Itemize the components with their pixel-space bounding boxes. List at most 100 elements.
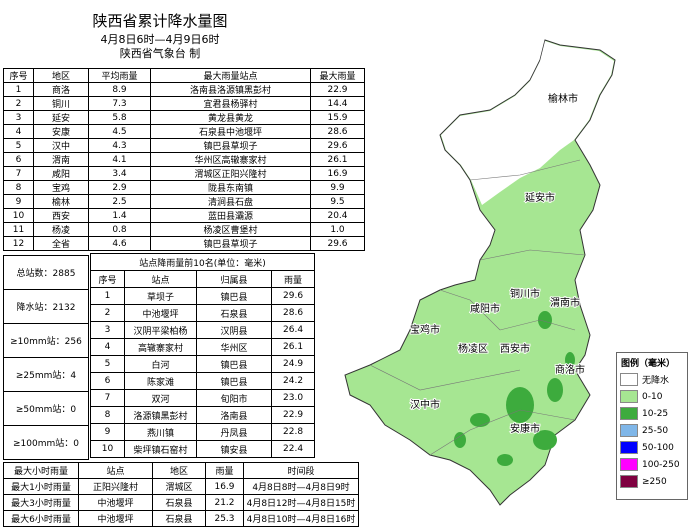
cell: 渭城区: [152, 478, 206, 495]
cell: 咸阳: [33, 166, 89, 181]
legend-swatch: [620, 373, 638, 386]
header-row: 序号 地区 平均雨量 最大雨量站点 最大雨量: [3, 68, 365, 83]
cell: 石泉县中池堰坪: [150, 124, 311, 139]
cell: 23.0: [270, 389, 316, 407]
data-row: 9 燕川镇 丹凤县 22.8: [90, 423, 316, 441]
cell: 中池堰坪: [124, 304, 197, 322]
cell: 2.5: [88, 194, 151, 209]
data-row: 4 安康 4.5 石泉县中池堰坪 28.6: [3, 124, 365, 139]
data-row: 2 中池堰坪 石泉县 28.6: [90, 304, 316, 322]
cell: 28.6: [270, 304, 316, 322]
cell: 4: [90, 338, 125, 356]
heavy-rain-patches: [454, 311, 575, 466]
cell: 丹凤县: [196, 423, 272, 441]
cell: 1.4: [88, 208, 151, 223]
cell: 20.4: [310, 208, 365, 223]
cell: 24.2: [270, 372, 316, 390]
cell: 最大3小时雨量: [3, 494, 79, 511]
city-label: 安康市: [510, 422, 540, 435]
cell: 中池堰坪: [78, 510, 153, 527]
cell: 11: [3, 222, 34, 237]
data-row: 11 杨凌 0.8 杨凌区曹堡村 1.0: [3, 222, 365, 237]
cell: 安康: [33, 124, 89, 139]
cell: 杨凌: [33, 222, 89, 237]
legend-item: 100-250: [620, 456, 687, 473]
legend-label: 50-100: [642, 442, 674, 453]
city-label: 榆林市: [548, 92, 578, 105]
cell: 镇巴县: [196, 355, 272, 373]
cell: 26.1: [310, 152, 365, 167]
cell: 28.6: [310, 124, 365, 139]
header-cell: 地区: [152, 462, 206, 479]
cell: 22.4: [270, 440, 316, 458]
cell: 6: [3, 152, 34, 167]
cell: 1: [90, 287, 125, 305]
legend-label: 10-25: [642, 408, 669, 419]
cell: 华州区高辙寨家村: [150, 152, 311, 167]
legend-label: 0-10: [642, 391, 663, 402]
cell: 石泉县: [152, 494, 206, 511]
city-label: 铜川市: [510, 287, 540, 300]
cell: 29.6: [310, 138, 365, 153]
cell: 宜君县杨驿村: [150, 96, 311, 111]
header-cell: 序号: [3, 68, 34, 83]
cell: 7: [3, 166, 34, 181]
cell: 最大1小时雨量: [3, 478, 79, 495]
table-body: 站点降雨量前10名(单位：毫米) 序号 站点 归属县 雨量 1 草坝子 镇巴县 29.6 2 中池堰…: [89, 253, 316, 458]
cell: 8.9: [88, 82, 151, 97]
table-title: 站点降雨量前10名(单位：毫米): [89, 253, 316, 271]
cell: 草坝子: [124, 287, 197, 305]
cell: 9: [90, 423, 125, 441]
cell: 双河: [124, 389, 197, 407]
data-row: 3 汉阴平梁柏杨 汉阴县 26.4: [90, 321, 316, 339]
cell: 榆林: [33, 194, 89, 209]
cell: 4.1: [88, 152, 151, 167]
data-row: 7 双河 旬阳市 23.0: [90, 389, 316, 407]
legend-swatch: [620, 424, 638, 437]
cell: 渭南: [33, 152, 89, 167]
cell: 26.1: [270, 338, 316, 356]
legend-item: 50-100: [620, 439, 687, 456]
title: 陕西省累计降水量图: [92, 12, 228, 30]
header-cell: 最大小时雨量: [3, 462, 79, 479]
legend-swatch: [620, 390, 638, 403]
cell: 15.9: [310, 110, 365, 125]
header-cell: 雨量: [270, 270, 316, 288]
data-row: 1 商洛 8.9 洛南县洛源镇黑彭村 22.9: [3, 82, 365, 97]
header-cell: 时间段: [243, 462, 359, 479]
data-row: 最大3小时雨量 中池堰坪 石泉县 21.2 4月8日12时—4月8日15时: [3, 494, 359, 511]
cell: 石泉县: [196, 304, 272, 322]
cell: 延安: [33, 110, 89, 125]
legend-label: 25-50: [642, 425, 669, 436]
cell: 石泉县: [152, 510, 206, 527]
cell: 2.9: [88, 180, 151, 195]
hourly-table: 最大小时雨量 站点 地区 雨量 时间段 最大1小时雨量 正阳兴隆村 渭城区 16.9 4月8日8时…: [3, 462, 359, 527]
cell: 8: [3, 180, 34, 195]
header-cell: 站点: [124, 270, 197, 288]
cell: 16.9: [205, 478, 244, 495]
cell: 16.9: [310, 166, 365, 181]
cell: 铜川: [33, 96, 89, 111]
city-label: 西安市: [500, 342, 530, 355]
legend-item: 无降水: [620, 371, 687, 388]
cell: 9.5: [310, 194, 365, 209]
region-table: 序号 地区 平均雨量 最大雨量站点 最大雨量 1 商洛 8.9 洛南县洛源镇黑彭村 22.9 2 铜川…: [3, 68, 365, 251]
cell: 5.8: [88, 110, 151, 125]
cell: 全省: [33, 236, 89, 251]
cell: 26.4: [270, 321, 316, 339]
table-body: 最大小时雨量 站点 地区 雨量 时间段 最大1小时雨量 正阳兴隆村 渭城区 16.9 4月8日8时…: [3, 462, 359, 527]
station-stat: ≥25mm站：4: [3, 357, 89, 392]
cell: 4月8日10时—4月8日16时: [243, 510, 359, 527]
cell: 镇巴县: [196, 372, 272, 390]
data-row: 2 铜川 7.3 宜君县杨驿村 14.4: [3, 96, 365, 111]
data-row: 10 西安 1.4 蓝田县灞源 20.4: [3, 208, 365, 223]
header-cell: 最大雨量: [310, 68, 365, 83]
table-title-row: 站点降雨量前10名(单位：毫米): [89, 253, 316, 271]
cell: 7.3: [88, 96, 151, 111]
cell: 汉中: [33, 138, 89, 153]
cell: 黄龙县黄龙: [150, 110, 311, 125]
data-row: 6 陈家滩 镇巴县 24.2: [90, 372, 316, 390]
data-row: 12 全省 4.6 镇巴县草坝子 29.6: [3, 236, 365, 251]
cell: 0.8: [88, 222, 151, 237]
